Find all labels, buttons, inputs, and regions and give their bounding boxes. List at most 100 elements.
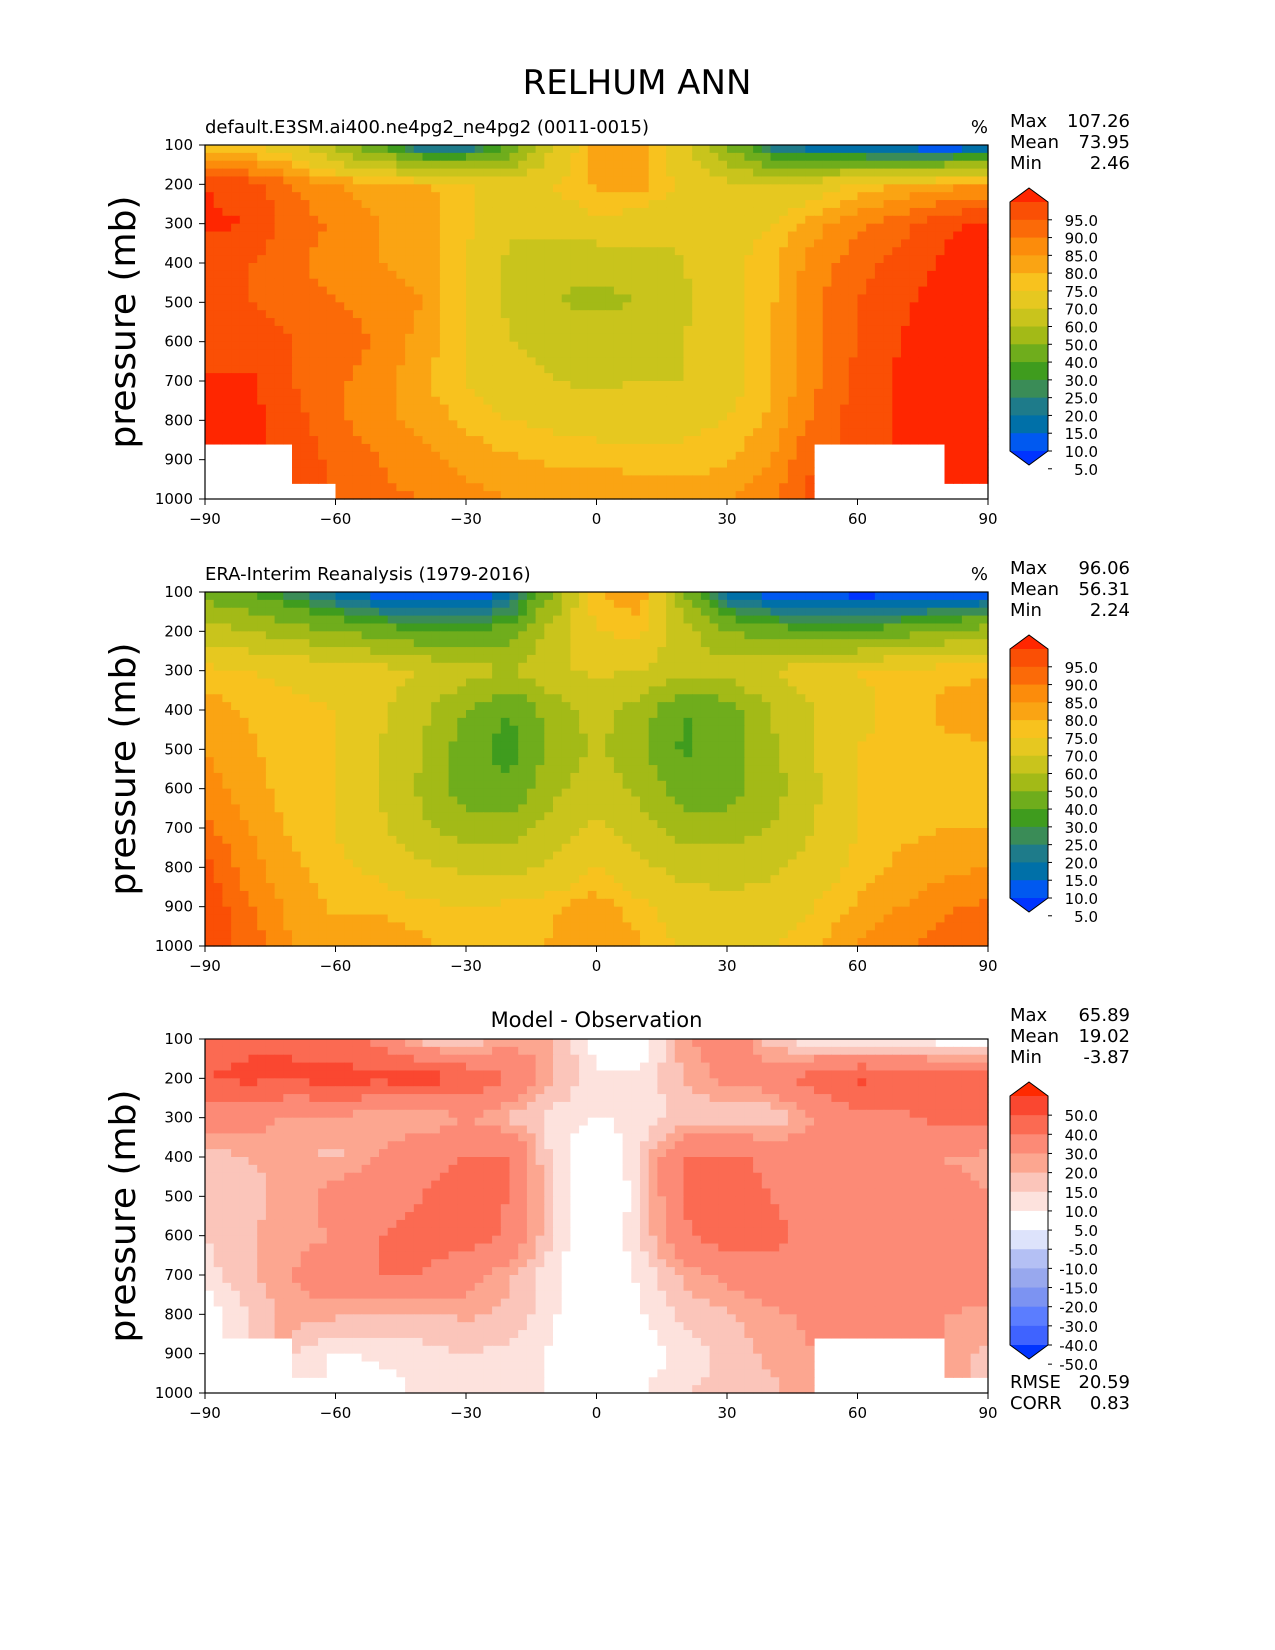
contour-cell [300, 357, 310, 366]
contour-cell [466, 607, 476, 617]
contour-field [205, 145, 989, 500]
contour-cell [587, 160, 598, 170]
contour-cell [213, 278, 223, 288]
contour-cell [753, 231, 763, 240]
contour-cell [970, 239, 980, 248]
contour-cell [500, 176, 511, 185]
contour-cell [396, 615, 406, 625]
contour-cell [918, 670, 928, 680]
contour-cell [326, 647, 337, 656]
contour-cell [796, 420, 806, 429]
contour-cell [944, 263, 954, 272]
contour-cell [457, 420, 467, 429]
contour-cell [448, 192, 458, 201]
contour-cell [265, 607, 276, 617]
contour-cell [405, 475, 415, 484]
contour-cell [848, 200, 859, 209]
contour-cell [544, 662, 554, 672]
contour-cell [544, 302, 554, 311]
y-tick-label: 300 [164, 215, 193, 233]
contour-cell [683, 145, 693, 154]
contour-cell [787, 639, 798, 648]
contour-cell [587, 607, 598, 617]
contour-cell [544, 373, 554, 382]
contour-cell [735, 483, 745, 492]
contour-cell [909, 239, 919, 248]
contour-cell [344, 318, 354, 327]
contour-cell [596, 286, 606, 296]
contour-cell [457, 231, 467, 240]
contour-cell [709, 215, 719, 225]
contour-cell [596, 623, 606, 632]
contour-cell [970, 451, 980, 461]
contour-cell [413, 623, 424, 632]
contour-cell [405, 607, 415, 617]
contour-cell [213, 325, 223, 335]
contour-cell [379, 662, 389, 672]
contour-cell [422, 381, 432, 390]
contour-cell [405, 623, 415, 632]
contour-cell [674, 302, 685, 311]
contour-cell [753, 373, 763, 382]
contour-cell [944, 599, 954, 609]
contour-cell [352, 318, 363, 327]
contour-cell [544, 145, 554, 154]
contour-cell [413, 662, 424, 672]
contour-cell [431, 483, 441, 492]
contour-cell [657, 200, 667, 209]
contour-cell [727, 615, 737, 625]
contour-cell [352, 639, 363, 648]
contour-cell [901, 436, 911, 445]
contour-cell [718, 388, 728, 398]
contour-cell [483, 381, 493, 390]
contour-cell [613, 152, 624, 162]
contour-cell [753, 294, 763, 303]
contour-cell [448, 443, 458, 453]
contour-cell [370, 388, 380, 398]
contour-cell [579, 365, 589, 374]
contour-cell [326, 192, 337, 201]
contour-cell [718, 381, 728, 390]
contour-cell [970, 436, 980, 445]
contour-cell [605, 310, 615, 319]
contour-cell [553, 160, 563, 170]
contour-cell [805, 623, 815, 632]
contour-cell [483, 373, 493, 382]
contour-cell [526, 160, 537, 170]
contour-cell [553, 176, 563, 185]
contour-cell [883, 333, 893, 343]
contour-cell [901, 325, 911, 335]
contour-cell [692, 192, 702, 201]
contour-cell [265, 333, 276, 343]
contour-cell [205, 207, 215, 217]
contour-cell [448, 412, 458, 421]
contour-cell [753, 357, 763, 366]
contour-cell [300, 255, 310, 264]
contour-cell [553, 467, 563, 476]
contour-cell [457, 592, 467, 601]
contour-cell [448, 662, 458, 672]
contour-cell [379, 239, 389, 248]
contour-cell [735, 160, 745, 170]
contour-cell [352, 341, 363, 351]
contour-cell [822, 207, 832, 217]
contour-cell [918, 247, 928, 256]
contour-cell [570, 231, 580, 240]
contour-cell [605, 255, 615, 264]
contour-cell [587, 325, 598, 335]
contour-cell [361, 184, 371, 193]
contour-cell [309, 396, 319, 406]
contour-cell [892, 333, 902, 343]
contour-cell [500, 318, 511, 327]
colorbar-segment [1010, 273, 1048, 292]
contour-cell [283, 239, 293, 248]
contour-cell [466, 678, 476, 687]
contour-cell [483, 341, 493, 351]
contour-cell [544, 467, 554, 476]
contour-cell [779, 357, 789, 366]
contour-cell [648, 467, 658, 476]
contour-cell [283, 373, 293, 382]
contour-cell [405, 239, 415, 248]
contour-cell [944, 475, 954, 484]
contour-cell [718, 373, 728, 382]
